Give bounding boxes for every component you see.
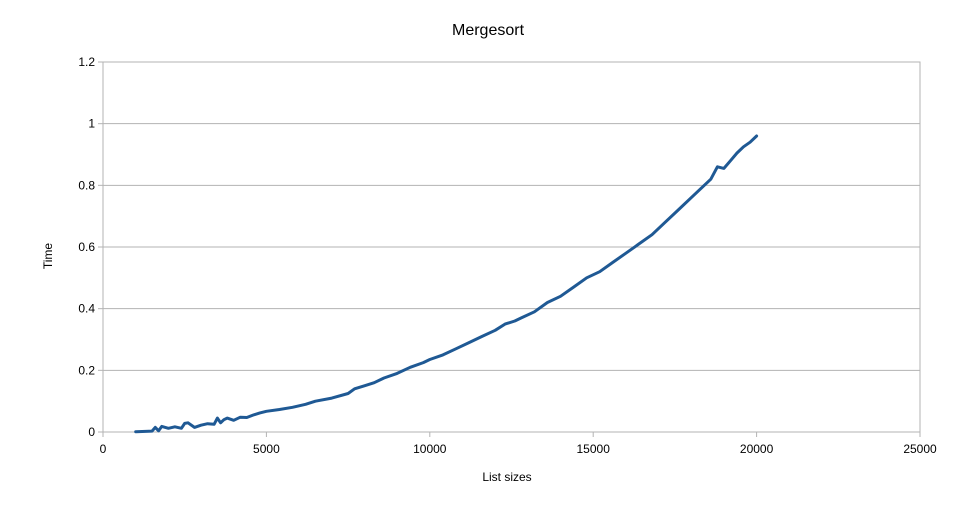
x-axis-ticks: 0 5000 10000 15000 20000 25000 [100, 432, 937, 456]
y-axis-label: Time [41, 243, 55, 270]
y-tick-label: 0.4 [78, 302, 95, 316]
gridlines [103, 61, 920, 433]
y-axis-ticks: 0 0.2 0.4 0.6 0.8 1 1.2 [78, 55, 103, 439]
x-tick-label: 15000 [577, 442, 611, 456]
series-group [134, 134, 759, 434]
y-tick-label: 0 [88, 425, 95, 439]
y-tick-label: 0.2 [78, 363, 95, 377]
x-tick-label: 0 [100, 442, 107, 456]
x-tick-label: 20000 [740, 442, 774, 456]
y-tick-label: 1.2 [78, 55, 95, 69]
chart-title: Mergesort [452, 22, 525, 39]
y-tick-label: 0.8 [78, 178, 95, 192]
x-axis-label: List sizes [482, 470, 531, 484]
x-tick-label: 25000 [903, 442, 937, 456]
x-tick-label: 5000 [253, 442, 280, 456]
series-line [134, 134, 759, 434]
y-tick-label: 0.6 [78, 240, 95, 254]
x-tick-label: 10000 [413, 442, 447, 456]
y-tick-label: 1 [88, 117, 95, 131]
